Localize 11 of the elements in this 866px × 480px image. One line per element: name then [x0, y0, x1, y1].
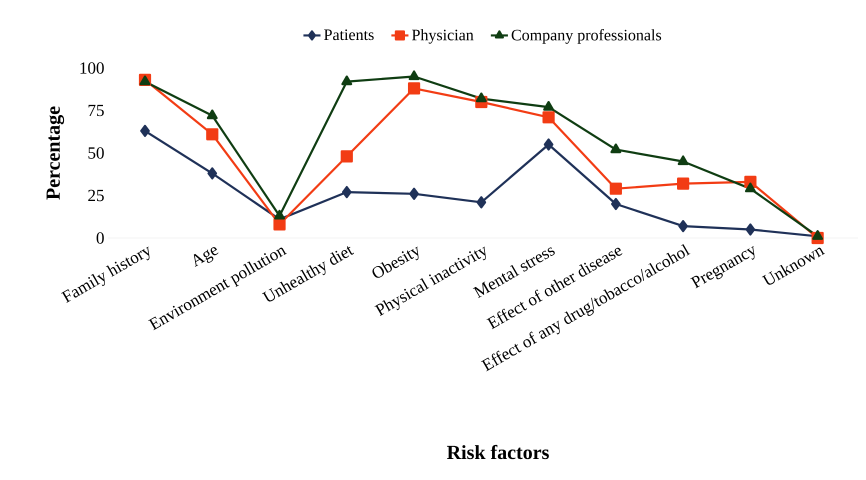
legend-label: Patients — [324, 29, 374, 40]
legend-label: Physician — [412, 29, 474, 44]
y-tick-label: 0 — [96, 232, 104, 244]
y-tick-label: 25 — [88, 190, 104, 202]
legend-label: Company professionals — [512, 29, 662, 44]
x-tick-label: Age — [194, 247, 218, 267]
x-axis-title: Risk factors — [446, 444, 549, 460]
y-tick-label: 75 — [88, 104, 104, 116]
y-tick-label: 50 — [88, 147, 104, 159]
y-tick-label: 100 — [80, 62, 104, 74]
y-axis-title: Percentage — [46, 106, 64, 200]
